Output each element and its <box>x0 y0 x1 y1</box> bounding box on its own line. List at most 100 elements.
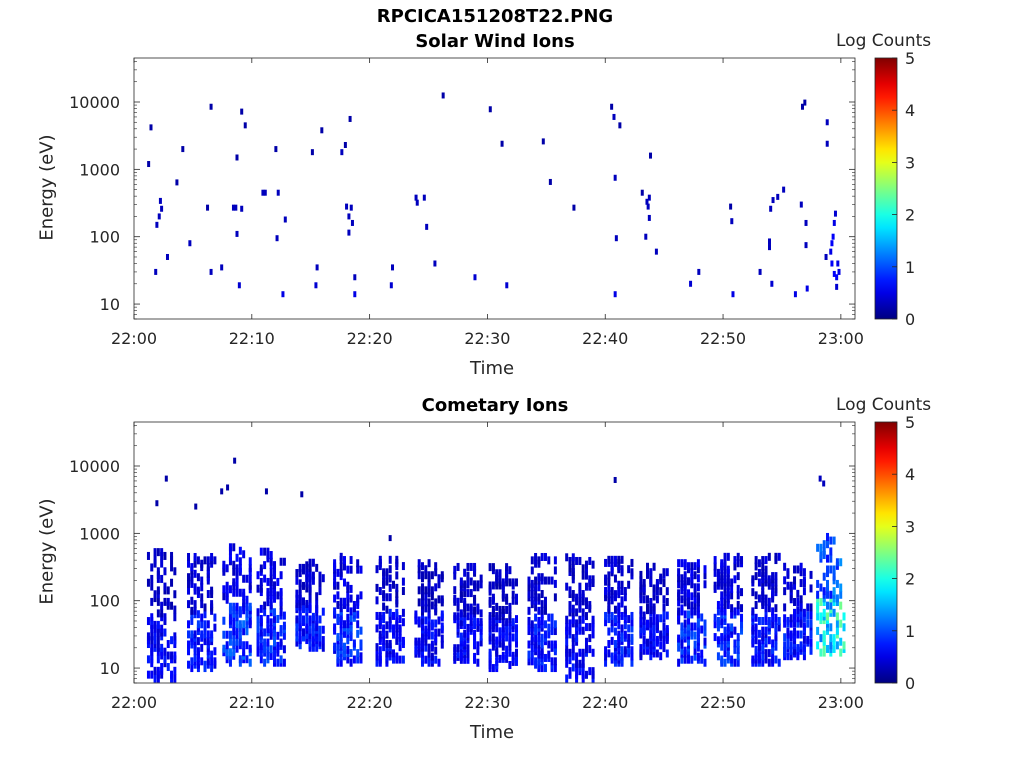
panel2-burst-cell <box>809 627 813 636</box>
panel1-colorbar-tick-label: 4 <box>905 101 915 120</box>
panel2-burst-cell <box>488 596 492 605</box>
panel2-burst-cell <box>276 577 280 586</box>
panel2-burst-cell <box>166 640 170 649</box>
panel2-burst-cell <box>238 620 242 629</box>
panel2-burst-cell <box>424 625 428 634</box>
panel2-burst-cell <box>200 620 204 629</box>
panel2-burst-cell <box>505 593 509 602</box>
panel2-burst-cell <box>228 553 232 562</box>
panel2-burst-cell <box>200 576 204 585</box>
panel1-data-point <box>831 233 835 240</box>
panel2-burst-cell <box>434 655 438 664</box>
panel2-burst-cell <box>816 626 820 635</box>
panel2-burst-cell <box>677 574 681 583</box>
panel2-burst-cell <box>434 562 438 571</box>
panel2-burst-cell <box>245 609 249 618</box>
panel2-burst-cell <box>269 618 273 627</box>
panel1-data-point <box>209 268 213 275</box>
panel2-burst-cell <box>476 618 480 627</box>
panel2-burst-cell <box>206 556 210 565</box>
panel2-burst-cell <box>263 638 267 647</box>
panel2-burst-cell <box>693 640 697 649</box>
panel1-data-point <box>206 204 210 211</box>
panel2-burst-cell <box>751 607 755 616</box>
panel1-data-point <box>165 253 169 260</box>
panel2-burst-cell <box>680 604 684 613</box>
panel2-burst-cell <box>796 619 800 628</box>
panel2-burst-cell <box>550 620 554 629</box>
panel2-burst-cell <box>305 561 309 570</box>
panel2-burst-cell <box>649 616 653 625</box>
panel2-burst-cell <box>437 616 441 625</box>
panel2-burst-cell <box>777 623 781 632</box>
panel1-colorbar-tick-label: 5 <box>905 49 915 68</box>
panel1-data-point <box>804 242 808 249</box>
panel1-ytick-label: 10000 <box>69 93 120 112</box>
panel2-burst-cell <box>723 559 727 568</box>
panel2-burst-cell <box>530 579 534 588</box>
panel2-burst-cell <box>259 655 263 664</box>
panel2-burst-cell <box>187 552 191 561</box>
panel2-burst-cell <box>392 624 396 633</box>
panel2-burst-cell <box>382 624 386 633</box>
panel2-burst-cell <box>163 597 167 606</box>
panel2-burst-cell <box>206 563 210 572</box>
panel2-burst-cell <box>342 620 346 629</box>
panel2-burst-cell <box>720 604 724 613</box>
panel2-burst-cell <box>349 613 353 622</box>
panel2-burst-cell <box>385 568 389 577</box>
panel2-burst-cell <box>754 572 758 581</box>
panel2-burst-cell <box>466 612 470 621</box>
panel2-burst-cell <box>417 637 421 646</box>
panel1-data-point <box>149 124 153 131</box>
panel1-xtick-label: 22:20 <box>347 329 393 348</box>
panel2-burst-cell <box>473 620 477 629</box>
panel2-burst-cell <box>716 568 720 577</box>
panel2-burst-cell <box>761 642 765 651</box>
panel2-burst-cell <box>771 607 775 616</box>
panel2-burst-cell <box>222 560 226 569</box>
panel2-burst-cell <box>623 593 627 602</box>
panel2-burst-cell <box>476 623 480 632</box>
panel2-burst-cell <box>476 580 480 589</box>
panel2-burst-cell <box>346 636 350 645</box>
panel2-data-point <box>164 475 168 482</box>
panel2-burst-cell <box>783 646 787 655</box>
panel2-burst-cell <box>196 637 200 646</box>
panel2-burst-cell <box>228 648 232 657</box>
panel2-burst-cell <box>437 580 441 589</box>
panel2-data-point <box>613 476 617 483</box>
panel2-burst-cell <box>610 636 614 645</box>
panel2-burst-cell <box>434 583 438 592</box>
panel2-burst-cell <box>315 599 319 608</box>
panel2-colorbar <box>874 421 898 684</box>
panel2-burst-cell <box>276 614 280 623</box>
panel2-burst-cell <box>469 612 473 621</box>
panel1-data-point <box>610 103 614 110</box>
panel2-burst-cell <box>498 633 502 642</box>
panel2-burst-cell <box>420 640 424 649</box>
panel1-data-point <box>235 230 239 237</box>
panel2-burst-cell <box>754 600 758 609</box>
panel2-burst-cell <box>491 563 495 572</box>
panel2-burst-cell <box>764 604 768 613</box>
panel2-burst-cell <box>540 633 544 642</box>
panel2-burst-cell <box>248 658 252 667</box>
panel2-burst-cell <box>248 557 252 566</box>
panel2-burst-cell <box>662 641 666 650</box>
panel2-burst-cell <box>826 579 830 588</box>
panel2-burst-cell <box>581 608 585 617</box>
panel2-burst-cell <box>571 615 575 624</box>
panel2-ytick-label: 100 <box>89 592 120 611</box>
panel2-burst-cell <box>295 615 299 624</box>
panel2-burst-cell <box>440 640 444 649</box>
panel2-burst-cell <box>736 633 740 642</box>
panel2-burst-cell <box>276 591 280 600</box>
panel2-burst-cell <box>627 640 631 649</box>
panel1-ytick-label: 100 <box>89 228 120 247</box>
panel2-burst-cell <box>359 639 363 648</box>
panel2-burst-cell <box>696 625 700 634</box>
panel2-burst-cell <box>163 628 167 637</box>
panel2-burst-cell <box>829 554 833 563</box>
panel2-burst-cell <box>777 552 781 561</box>
